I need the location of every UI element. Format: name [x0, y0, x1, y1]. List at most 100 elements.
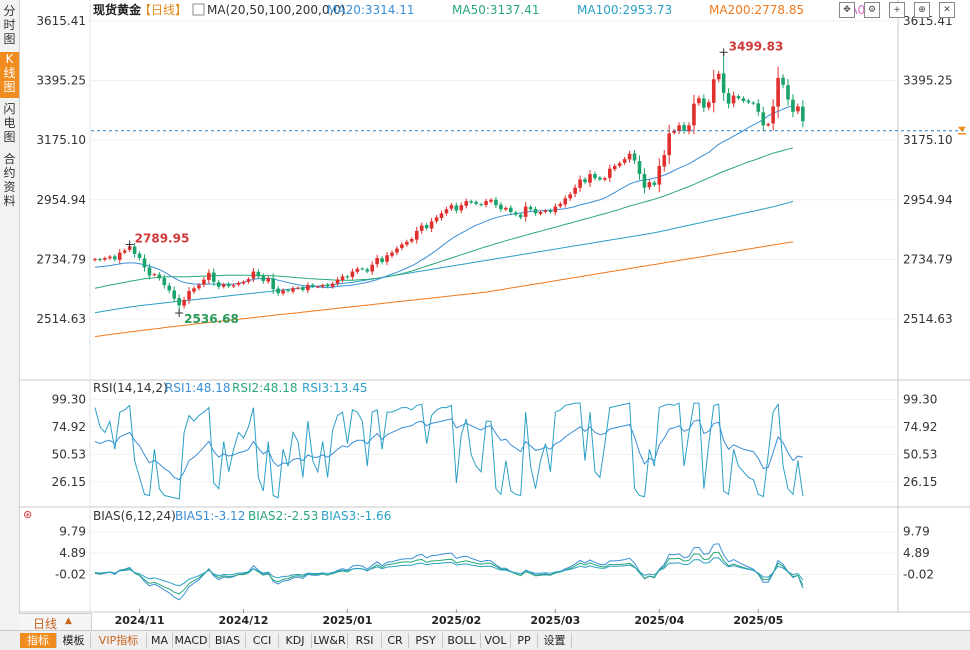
- candle-body: [672, 130, 676, 133]
- candle-body: [637, 161, 642, 175]
- candle-body: [642, 174, 647, 188]
- bias-legend-item: BIAS2:-2.53: [248, 509, 318, 523]
- candle-body: [370, 264, 374, 272]
- candle-body: [167, 285, 172, 291]
- settings-icon[interactable]: ⚙: [864, 2, 880, 18]
- candle-body: [236, 282, 241, 285]
- close-icon[interactable]: ✕: [939, 2, 955, 18]
- candle-body: [345, 276, 350, 278]
- y-tick-label-right: 2514.63: [903, 312, 953, 326]
- rsi-y-label-left: 99.30: [52, 392, 86, 406]
- bias-y-label-left: -0.02: [55, 568, 86, 582]
- candle-body: [499, 204, 503, 210]
- candle-body: [692, 103, 696, 126]
- candle-body: [568, 194, 572, 199]
- candle-body: [142, 258, 147, 268]
- candle-body: [504, 207, 508, 210]
- candle-body: [588, 174, 592, 183]
- candle-body: [736, 96, 741, 99]
- toolbar-item[interactable]: 模板: [57, 633, 91, 648]
- candle-body: [291, 288, 295, 292]
- candle-body: [276, 288, 280, 294]
- rsi-y-label-right: 26.15: [903, 475, 937, 489]
- annotation-high-label: 2789.95: [135, 231, 190, 245]
- toolbar-item[interactable]: BIAS: [210, 633, 246, 648]
- candle-body: [469, 201, 473, 203]
- ma50-line: [94, 147, 794, 289]
- bias-y-label-right: 9.79: [903, 525, 930, 539]
- period-selector[interactable]: 日线 ▲: [19, 613, 92, 631]
- toolbar-item[interactable]: BOLL: [443, 633, 481, 648]
- sidebar: 分时图 K线图 闪电图 合约资料: [0, 0, 20, 630]
- toolbar-item[interactable]: 指标: [20, 633, 57, 648]
- toolbar-item[interactable]: MA: [147, 633, 173, 648]
- tab-kline[interactable]: K线图: [0, 52, 19, 98]
- x-tick-label: 2025/03: [530, 614, 580, 627]
- candle-body: [410, 239, 414, 242]
- indicator-toolbar: 指标 模板 VIP指标 MA MACD BIAS CCI KDJ LW&R RSI CR PSY BOL…: [0, 630, 970, 650]
- rsi-legend-item: RSI1:48.18: [165, 381, 231, 395]
- ma-legend-item: MA200:2778.85: [709, 3, 804, 17]
- annotation-low-label: 2536.68: [184, 312, 239, 326]
- tab-flash-chart[interactable]: 闪电图: [3, 102, 16, 144]
- candle-body: [266, 278, 271, 282]
- candle-body: [395, 248, 399, 253]
- toolbar-item[interactable]: VIP指标: [91, 633, 147, 648]
- toolbar-item[interactable]: CR: [382, 633, 409, 648]
- caret-up-icon: ▲: [65, 616, 72, 626]
- candle-body: [617, 163, 622, 166]
- zoom-in-icon[interactable]: ⊕: [914, 2, 930, 18]
- candle-body: [365, 269, 370, 272]
- toolbar-item[interactable]: VOL: [481, 633, 511, 648]
- rsi-y-label-right: 50.53: [903, 447, 937, 461]
- candle-body: [355, 268, 360, 272]
- candle-body: [286, 290, 290, 292]
- tab-contract-info[interactable]: 合约资料: [3, 152, 16, 208]
- candle-body: [578, 179, 582, 188]
- candle-body: [489, 199, 493, 202]
- toolbar-item[interactable]: 设置: [538, 633, 572, 648]
- toolbar-item[interactable]: RSI: [348, 633, 382, 648]
- expand-icon[interactable]: ✥: [839, 2, 855, 18]
- candle-body: [464, 201, 469, 206]
- candle-body: [177, 298, 181, 306]
- candle-body: [697, 98, 701, 104]
- candle-body: [687, 125, 691, 132]
- y-tick-label-left: 2734.79: [36, 252, 86, 266]
- candle-body: [405, 241, 409, 245]
- rsi-y-label-left: 26.15: [52, 475, 86, 489]
- y-tick-label-right: 2954.94: [903, 193, 953, 207]
- bias-legend-item: BIAS1:-3.12: [175, 509, 245, 523]
- candle-body: [612, 165, 617, 170]
- candle-body: [598, 177, 602, 180]
- candle-body: [93, 259, 97, 261]
- toolbar-item[interactable]: PSY: [409, 633, 443, 648]
- tab-time-sharing[interactable]: 分时图: [3, 4, 16, 46]
- crosshair-icon[interactable]: +: [889, 2, 905, 18]
- candle-body: [731, 95, 736, 104]
- candle-body: [103, 257, 107, 260]
- candle-body: [479, 204, 483, 206]
- candle-body: [761, 112, 766, 126]
- candle-body: [147, 267, 152, 276]
- candle-body: [553, 206, 558, 213]
- toolbar-item[interactable]: MACD: [173, 633, 210, 648]
- candle-body: [424, 224, 429, 229]
- bias-y-label-right: 4.89: [903, 546, 930, 560]
- candle-body: [682, 125, 686, 131]
- candle-body: [513, 212, 518, 215]
- candle-body: [434, 217, 439, 222]
- toolbar-item[interactable]: CCI: [246, 633, 279, 648]
- candle-body: [375, 257, 379, 265]
- toolbar-item[interactable]: LW&R: [312, 633, 348, 648]
- candle-body: [226, 283, 231, 287]
- ma200-line: [94, 241, 794, 337]
- candle-body: [558, 203, 563, 207]
- candle-body: [657, 165, 662, 185]
- toolbar-item[interactable]: KDJ: [279, 633, 312, 648]
- ma20-line: [94, 105, 794, 289]
- candle-body: [212, 272, 216, 282]
- toolbar-item[interactable]: PP: [511, 633, 538, 648]
- chart-title: 现货黄金: [93, 2, 142, 17]
